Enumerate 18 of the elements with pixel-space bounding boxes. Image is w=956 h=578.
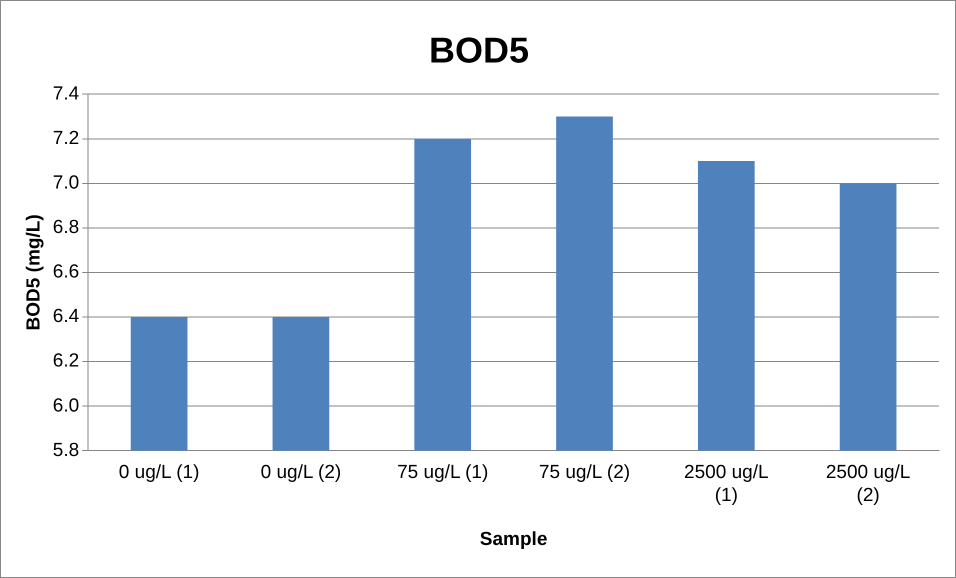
x-tick-label: 75 ug/L (1): [397, 462, 488, 484]
y-tick-label: 5.8: [52, 440, 80, 461]
y-tick-label: 6.2: [52, 350, 80, 372]
x-tick-label: 0 ug/L (1): [118, 462, 200, 484]
y-tick-label: 7.0: [52, 172, 80, 194]
y-tick-label: 6.0: [52, 395, 80, 416]
y-axis-title: BOD5 (mg/L): [24, 214, 45, 330]
y-tick-label: 6.6: [52, 262, 80, 283]
y-tick-label: 7.2: [52, 128, 80, 149]
chart-title: BOD5: [428, 30, 530, 71]
x-axis-title: Sample: [480, 528, 548, 550]
x-tick-label: 75 ug/L (2): [538, 462, 630, 484]
x-tick-label: 0 ug/L (2): [260, 462, 342, 484]
x-tick-label: 2500 ug/L (1): [684, 462, 769, 506]
y-tick-label: 6.8: [52, 217, 80, 238]
y-tick-label: 6.4: [52, 306, 80, 328]
x-tick-label: 2500 ug/L (2): [826, 462, 910, 506]
y-tick-label: 7.4: [52, 83, 80, 104]
